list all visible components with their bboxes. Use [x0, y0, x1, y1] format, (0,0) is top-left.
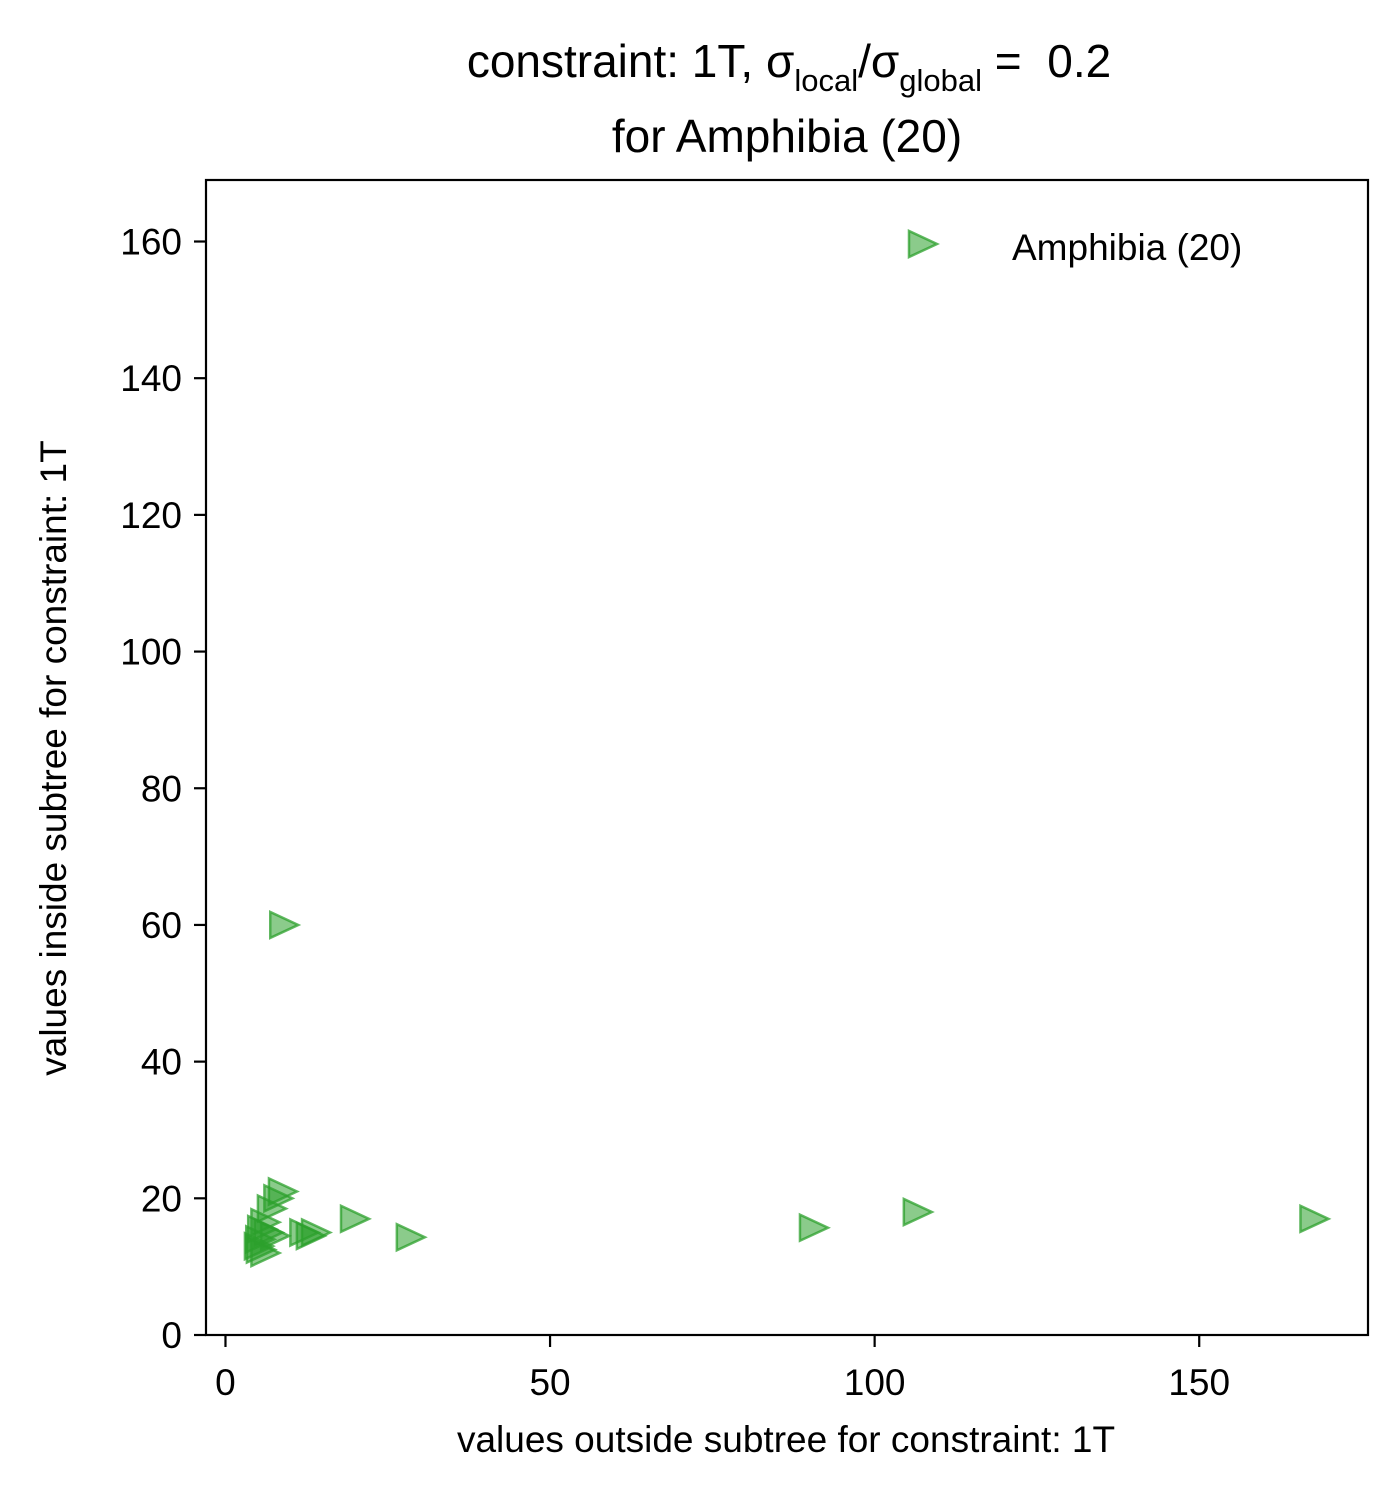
data-point: [1299, 1203, 1332, 1234]
x-tick-label: 50: [529, 1362, 570, 1403]
legend: Amphibia (20): [907, 227, 1242, 268]
y-tick-label: 0: [161, 1315, 182, 1356]
y-tick-label: 40: [141, 1042, 182, 1083]
y-tick-label: 160: [120, 222, 182, 263]
data-point: [269, 909, 302, 940]
data-point: [339, 1203, 372, 1234]
y-tick-label: 80: [141, 768, 182, 809]
data-point: [259, 1220, 293, 1251]
x-tick-label: 150: [1168, 1362, 1230, 1403]
x-axis-label: values outside subtree for constraint: 1…: [457, 1419, 1115, 1460]
y-axis-label: values inside subtree for constraint: 1T: [33, 440, 74, 1076]
legend-marker-triangle-icon: [907, 229, 940, 259]
y-tick-label: 20: [141, 1178, 182, 1219]
plot-frame: [204, 178, 1370, 1337]
x-tick-label: 0: [215, 1362, 236, 1403]
chart-title-line1: constraint: 1T, σlocal/σglobal = 0.2: [467, 35, 1111, 98]
data-point: [395, 1222, 428, 1253]
data-point: [300, 1217, 334, 1248]
data-point: [798, 1212, 831, 1243]
x-tick-label: 100: [844, 1362, 906, 1403]
axis-ticks: 0 50 100 150 0 20 40 60 80 100 120 140 160: [120, 222, 1230, 1403]
y-tick-label: 140: [120, 358, 182, 399]
legend-label: Amphibia (20): [1012, 227, 1242, 268]
chart-title-line2: for Amphibia (20): [612, 110, 962, 162]
y-tick-label: 120: [120, 495, 182, 536]
y-tick-label: 60: [141, 905, 182, 946]
data-point: [902, 1197, 935, 1227]
y-tick-label: 100: [120, 632, 182, 673]
data-points: [243, 909, 1332, 1268]
